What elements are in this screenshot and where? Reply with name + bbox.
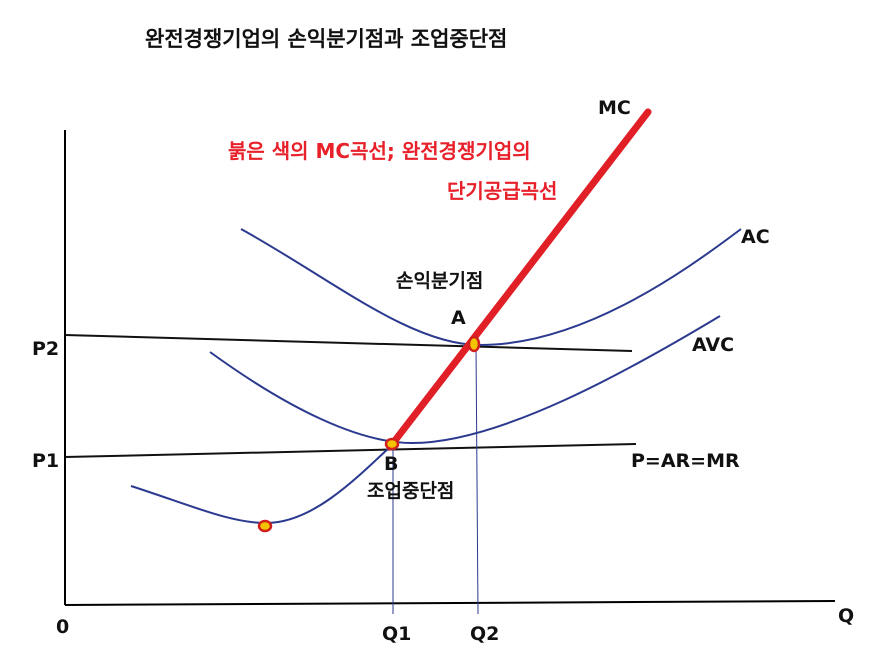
diagram-title: 완전경쟁기업의 손익분기점과 조업중단점	[145, 27, 507, 51]
shutdown-point-marker	[384, 437, 400, 451]
ac-curve	[240, 228, 742, 347]
supply-curve-note-line2: 단기공급곡선	[447, 179, 557, 203]
price-line-p2	[64, 334, 633, 352]
shutdown-label: 조업중단점	[367, 480, 454, 502]
q1-label: Q1	[382, 623, 411, 645]
q2-label: Q2	[470, 623, 499, 645]
avc-minimum-marker	[257, 519, 273, 533]
supply-curve-note-line1: 붉은 색의 MC곡선; 완전경쟁기업의	[228, 139, 531, 163]
price-line-p1	[64, 443, 637, 458]
p1-label: P1	[32, 450, 59, 472]
x-axis	[64, 600, 836, 606]
break-even-point-marker	[467, 335, 481, 353]
p2-label: P2	[32, 338, 59, 360]
origin-label: 0	[56, 616, 69, 638]
avc-curve	[209, 315, 721, 445]
x-axis-label: Q	[838, 605, 854, 627]
point-a-letter: A	[451, 307, 466, 329]
mc-label: MC	[598, 97, 631, 119]
ac-label: AC	[741, 226, 770, 248]
point-b-letter: B	[384, 453, 398, 475]
break-even-label: 손익분기점	[396, 270, 483, 292]
mc-supply-segment	[386, 108, 652, 451]
avc-label: AVC	[692, 334, 734, 356]
q2-guide-line	[475, 344, 479, 615]
demand-line-label: P=AR=MR	[631, 450, 740, 472]
mc-curve-lower	[130, 443, 394, 525]
